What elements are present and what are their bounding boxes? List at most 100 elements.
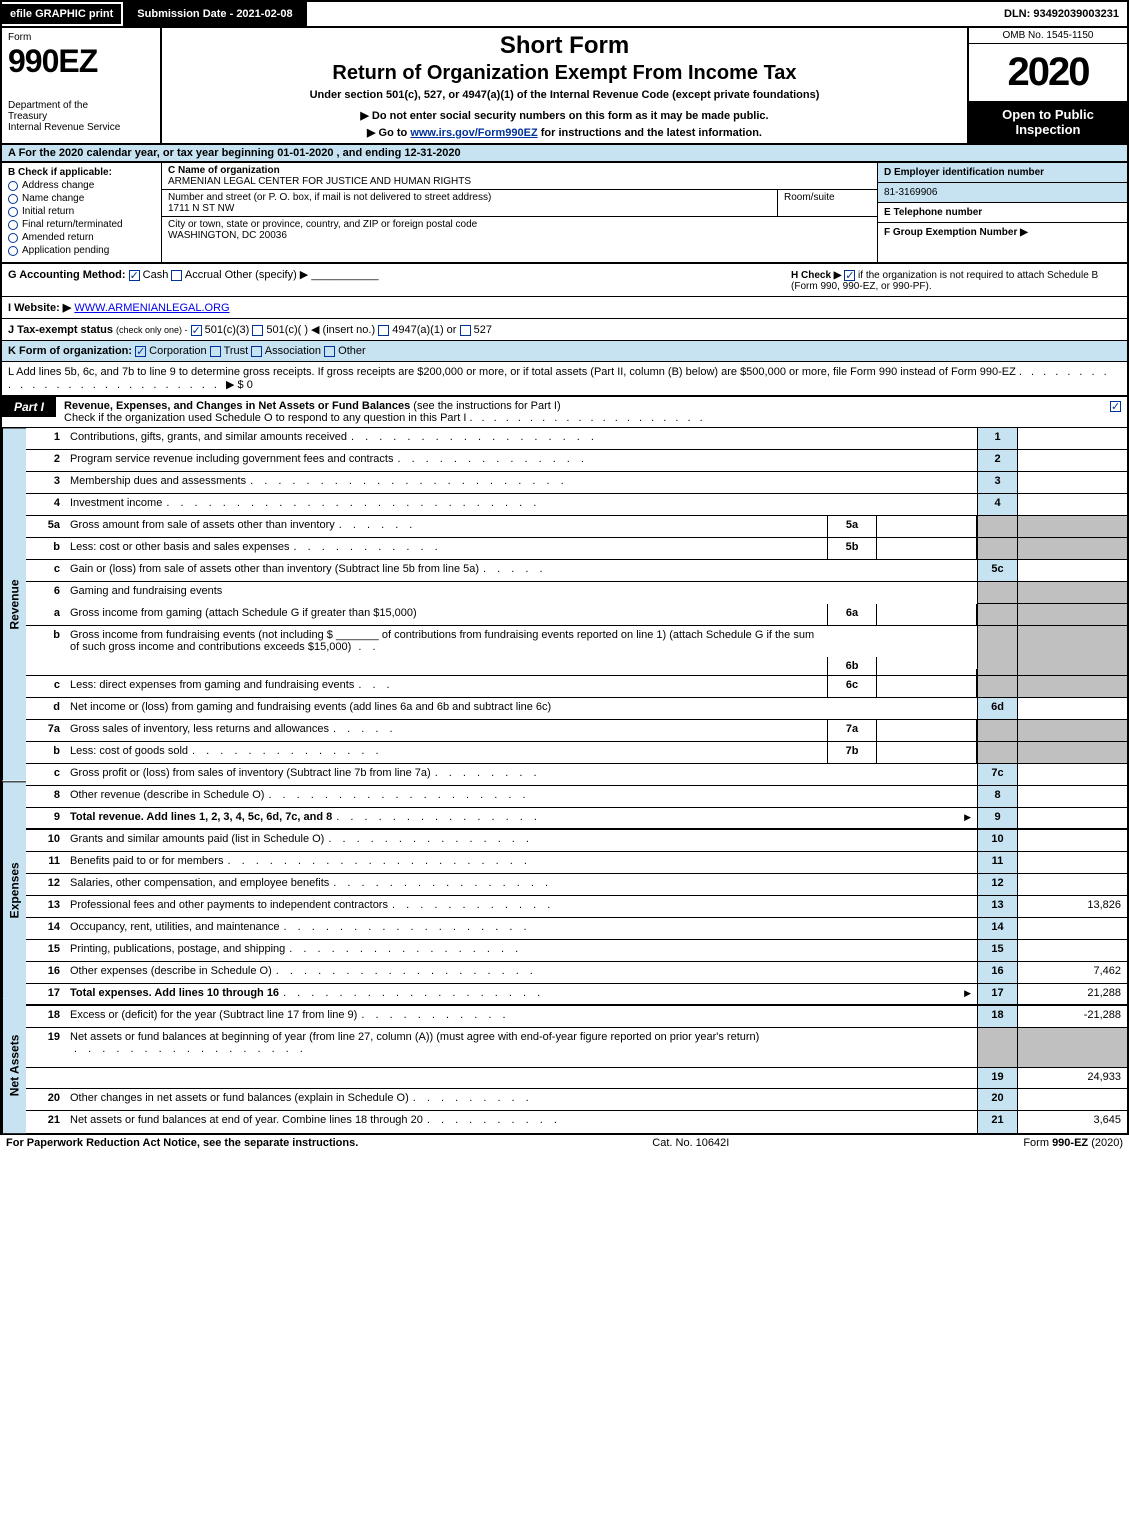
line-desc: Printing, publications, postage, and shi… bbox=[70, 943, 285, 955]
part1-tab: Part I bbox=[2, 397, 56, 417]
schedule-o-checkbox[interactable] bbox=[1110, 401, 1121, 412]
line-num: 11 bbox=[26, 852, 66, 873]
chk-address-change[interactable]: Address change bbox=[8, 180, 155, 191]
e-label: E Telephone number bbox=[884, 207, 982, 218]
right-num: 19 bbox=[977, 1068, 1017, 1088]
sub-box: 5b bbox=[827, 538, 877, 559]
line-9: 9 Total revenue. Add lines 1, 2, 3, 4, 5… bbox=[26, 808, 1127, 830]
arrow-icon bbox=[964, 811, 973, 823]
right-val bbox=[1017, 560, 1127, 581]
line-2: 2 Program service revenue including gove… bbox=[26, 450, 1127, 472]
g-accounting: G Accounting Method: Cash Accrual Other … bbox=[8, 268, 791, 281]
right-val: 24,933 bbox=[1017, 1068, 1127, 1088]
line-desc: Investment income bbox=[70, 497, 162, 509]
line-3: 3 Membership dues and assessments. . . .… bbox=[26, 472, 1127, 494]
4947-checkbox[interactable] bbox=[378, 325, 389, 336]
goto-prefix: ▶ Go to bbox=[367, 127, 410, 139]
right-val bbox=[1017, 450, 1127, 471]
room-label: Room/suite bbox=[784, 192, 835, 203]
cash-checkbox[interactable] bbox=[129, 270, 140, 281]
street-value: 1711 N ST NW bbox=[168, 203, 234, 214]
c-column: C Name of organization ARMENIAN LEGAL CE… bbox=[162, 163, 877, 262]
privacy-note: ▶ Do not enter social security numbers o… bbox=[172, 109, 957, 122]
chk-amended-return[interactable]: Amended return bbox=[8, 232, 155, 243]
line-num: 1 bbox=[26, 428, 66, 449]
right-num: 6d bbox=[977, 698, 1017, 719]
right-num: 2 bbox=[977, 450, 1017, 471]
right-val bbox=[1017, 808, 1127, 828]
line-desc: Gross amount from sale of assets other t… bbox=[70, 519, 335, 531]
chk-application-pending[interactable]: Application pending bbox=[8, 245, 155, 256]
right-num: 5c bbox=[977, 560, 1017, 581]
opt-label: Corporation bbox=[149, 345, 206, 357]
line-10: 10 Grants and similar amounts paid (list… bbox=[26, 830, 1127, 852]
chk-label: Initial return bbox=[22, 206, 74, 217]
form-title-short: Short Form bbox=[172, 32, 957, 60]
line-num: 9 bbox=[26, 808, 66, 828]
right-num bbox=[977, 720, 1017, 741]
sub-val bbox=[877, 516, 977, 537]
footer-right-post: (2020) bbox=[1088, 1137, 1123, 1149]
top-bar: efile GRAPHIC print Submission Date - 20… bbox=[0, 0, 1129, 28]
line-desc: Total expenses. Add lines 10 through 16 bbox=[70, 987, 279, 999]
trust-checkbox[interactable] bbox=[210, 346, 221, 357]
opt-label: Association bbox=[265, 345, 321, 357]
line-6b: b Gross income from fundraising events (… bbox=[26, 626, 1127, 676]
sub-val bbox=[877, 669, 977, 675]
chk-label: Final return/terminated bbox=[22, 219, 123, 230]
other-checkbox[interactable] bbox=[324, 346, 335, 357]
line-num: 19 bbox=[26, 1028, 66, 1067]
line-num: 14 bbox=[26, 918, 66, 939]
line-desc: Professional fees and other payments to … bbox=[70, 899, 388, 911]
line-7c: c Gross profit or (loss) from sales of i… bbox=[26, 764, 1127, 786]
ein-row: 81-3169906 bbox=[878, 183, 1127, 203]
right-num: 11 bbox=[977, 852, 1017, 873]
chk-name-change[interactable]: Name change bbox=[8, 193, 155, 204]
line-desc: Program service revenue including govern… bbox=[70, 453, 393, 465]
website-link[interactable]: WWW.ARMENIANLEGAL.ORG bbox=[74, 302, 229, 314]
line-19b: 19 24,933 bbox=[26, 1067, 1127, 1089]
irs-link[interactable]: www.irs.gov/Form990EZ bbox=[410, 127, 537, 139]
part1-header: Part I Revenue, Expenses, and Changes in… bbox=[0, 397, 1129, 428]
line-7a: 7a Gross sales of inventory, less return… bbox=[26, 720, 1127, 742]
arrow-icon bbox=[964, 987, 973, 999]
city-label: City or town, state or province, country… bbox=[168, 219, 477, 230]
right-val bbox=[1017, 626, 1127, 675]
line-num: 15 bbox=[26, 940, 66, 961]
radio-icon bbox=[8, 207, 18, 217]
efile-print-button[interactable]: efile GRAPHIC print bbox=[2, 4, 123, 24]
i-label: I Website: ▶ bbox=[8, 302, 71, 314]
opt-label: Other bbox=[338, 345, 366, 357]
right-val bbox=[1017, 1028, 1127, 1067]
line-num: 17 bbox=[26, 984, 66, 1004]
right-val bbox=[1017, 918, 1127, 939]
right-val bbox=[1017, 786, 1127, 807]
right-num: 8 bbox=[977, 786, 1017, 807]
right-num bbox=[977, 604, 1017, 625]
assets-side-label: Net Assets bbox=[2, 998, 26, 1133]
city-value: WASHINGTON, DC 20036 bbox=[168, 230, 287, 241]
line-desc: Gain or (loss) from sale of assets other… bbox=[70, 563, 479, 575]
form-subtitle: Under section 501(c), 527, or 4947(a)(1)… bbox=[172, 89, 957, 101]
line-desc: Gross profit or (loss) from sales of inv… bbox=[70, 767, 431, 779]
chk-final-return[interactable]: Final return/terminated bbox=[8, 219, 155, 230]
527-checkbox[interactable] bbox=[460, 325, 471, 336]
right-num bbox=[977, 1028, 1017, 1067]
line-12: 12 Salaries, other compensation, and emp… bbox=[26, 874, 1127, 896]
open-to-public: Open to Public Inspection bbox=[969, 101, 1127, 143]
accrual-checkbox[interactable] bbox=[171, 270, 182, 281]
assoc-checkbox[interactable] bbox=[251, 346, 262, 357]
line-num: 18 bbox=[26, 1006, 66, 1027]
right-val bbox=[1017, 1089, 1127, 1110]
radio-icon bbox=[8, 233, 18, 243]
corp-checkbox[interactable] bbox=[135, 346, 146, 357]
line-desc: Net assets or fund balances at beginning… bbox=[70, 1031, 759, 1043]
line-num: 2 bbox=[26, 450, 66, 471]
line-19: 19 Net assets or fund balances at beginn… bbox=[26, 1028, 1127, 1068]
chk-initial-return[interactable]: Initial return bbox=[8, 206, 155, 217]
h-checkbox[interactable] bbox=[844, 270, 855, 281]
501c-checkbox[interactable] bbox=[252, 325, 263, 336]
omb-number: OMB No. 1545-1150 bbox=[969, 28, 1127, 44]
501c3-checkbox[interactable] bbox=[191, 325, 202, 336]
opt-label: Trust bbox=[224, 345, 249, 357]
